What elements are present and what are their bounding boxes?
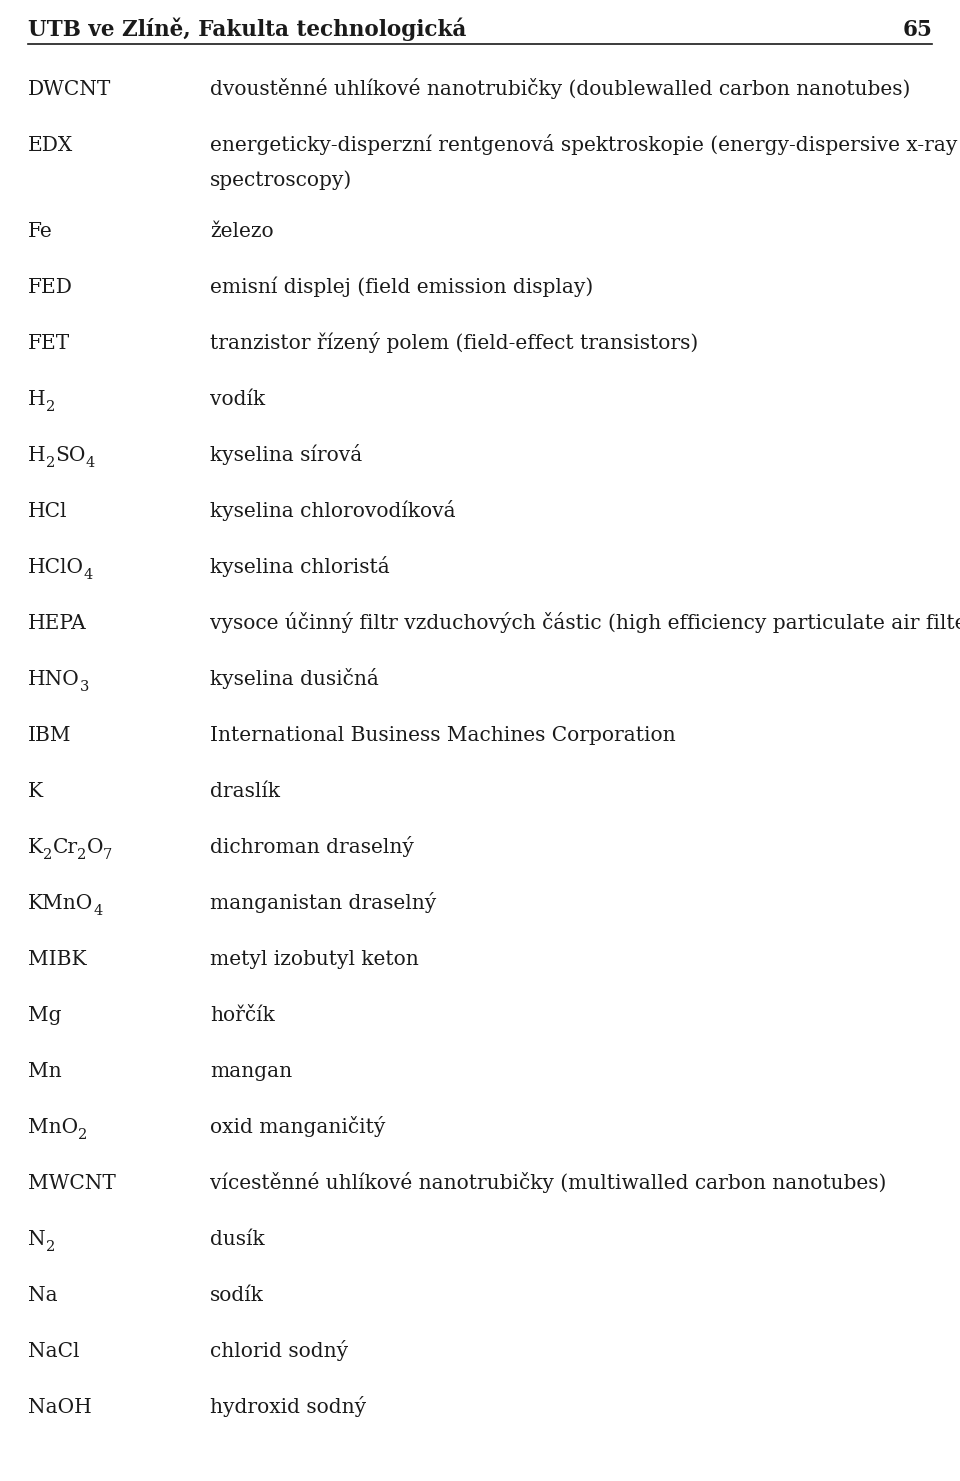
Text: H: H — [28, 446, 46, 465]
Text: Mn: Mn — [28, 1062, 61, 1081]
Text: 4: 4 — [84, 569, 93, 582]
Text: dichroman draselný: dichroman draselný — [210, 835, 414, 857]
Text: K: K — [28, 782, 43, 801]
Text: 4: 4 — [93, 903, 103, 918]
Text: NaCl: NaCl — [28, 1342, 80, 1361]
Text: emisní displej (field emission display): emisní displej (field emission display) — [210, 277, 593, 298]
Text: oxid manganičitý: oxid manganičitý — [210, 1117, 385, 1137]
Text: HCl: HCl — [28, 502, 67, 521]
Text: 2: 2 — [46, 1240, 55, 1254]
Text: Mg: Mg — [28, 1006, 61, 1025]
Text: N: N — [28, 1231, 46, 1248]
Text: HClO: HClO — [28, 558, 84, 578]
Text: 4: 4 — [85, 456, 94, 469]
Text: International Business Machines Corporation: International Business Machines Corporat… — [210, 726, 676, 745]
Text: DWCNT: DWCNT — [28, 80, 111, 99]
Text: 65: 65 — [902, 19, 932, 41]
Text: MIBK: MIBK — [28, 949, 86, 969]
Text: H: H — [28, 390, 46, 409]
Text: chlorid sodný: chlorid sodný — [210, 1340, 348, 1361]
Text: spectroscopy): spectroscopy) — [210, 170, 352, 190]
Text: 2: 2 — [46, 456, 55, 469]
Text: Fe: Fe — [28, 222, 53, 241]
Text: SO: SO — [55, 446, 85, 465]
Text: 2: 2 — [43, 849, 53, 862]
Text: UTB ve Zlíně, Fakulta technologická: UTB ve Zlíně, Fakulta technologická — [28, 18, 467, 41]
Text: O: O — [86, 838, 104, 857]
Text: vysoce účinný filtr vzduchových částic (high efficiency particulate air filter): vysoce účinný filtr vzduchových částic (… — [210, 612, 960, 632]
Text: Na: Na — [28, 1286, 58, 1305]
Text: dusík: dusík — [210, 1231, 265, 1248]
Text: 7: 7 — [104, 849, 112, 862]
Text: FET: FET — [28, 335, 70, 352]
Text: vícestěnné uhlíkové nanotrubičky (multiwalled carbon nanotubes): vícestěnné uhlíkové nanotrubičky (multiw… — [210, 1171, 886, 1194]
Text: hořčík: hořčík — [210, 1006, 275, 1025]
Text: 2: 2 — [78, 849, 86, 862]
Text: FED: FED — [28, 278, 73, 298]
Text: 3: 3 — [80, 680, 89, 695]
Text: energeticky-disperzní rentgenová spektroskopie (energy-dispersive x-ray: energeticky-disperzní rentgenová spektro… — [210, 133, 957, 156]
Text: kyselina chlorovodíková: kyselina chlorovodíková — [210, 501, 456, 521]
Text: 2: 2 — [78, 1129, 87, 1142]
Text: hydroxid sodný: hydroxid sodný — [210, 1397, 366, 1417]
Text: manganistan draselný: manganistan draselný — [210, 892, 436, 912]
Text: tranzistor řízený polem (field-effect transistors): tranzistor řízený polem (field-effect tr… — [210, 332, 698, 352]
Text: 2: 2 — [46, 400, 55, 415]
Text: železo: železo — [210, 222, 274, 241]
Text: draslík: draslík — [210, 782, 280, 801]
Text: mangan: mangan — [210, 1062, 292, 1081]
Text: EDX: EDX — [28, 136, 73, 156]
Text: HNO: HNO — [28, 669, 80, 689]
Text: K: K — [28, 838, 43, 857]
Text: NaOH: NaOH — [28, 1398, 92, 1417]
Text: vodík: vodík — [210, 390, 265, 409]
Text: kyselina sírová: kyselina sírová — [210, 444, 362, 465]
Text: kyselina dusičná: kyselina dusičná — [210, 668, 379, 689]
Text: dvoustěnné uhlíkové nanotrubičky (doublewalled carbon nanotubes): dvoustěnné uhlíkové nanotrubičky (double… — [210, 78, 910, 99]
Text: sodík: sodík — [210, 1286, 264, 1305]
Text: kyselina chloristá: kyselina chloristá — [210, 555, 390, 578]
Text: Cr: Cr — [53, 838, 78, 857]
Text: metyl izobutyl keton: metyl izobutyl keton — [210, 949, 419, 969]
Text: HEPA: HEPA — [28, 615, 86, 632]
Text: MWCNT: MWCNT — [28, 1174, 116, 1194]
Text: MnO: MnO — [28, 1118, 78, 1137]
Text: KMnO: KMnO — [28, 895, 93, 912]
Text: IBM: IBM — [28, 726, 71, 745]
